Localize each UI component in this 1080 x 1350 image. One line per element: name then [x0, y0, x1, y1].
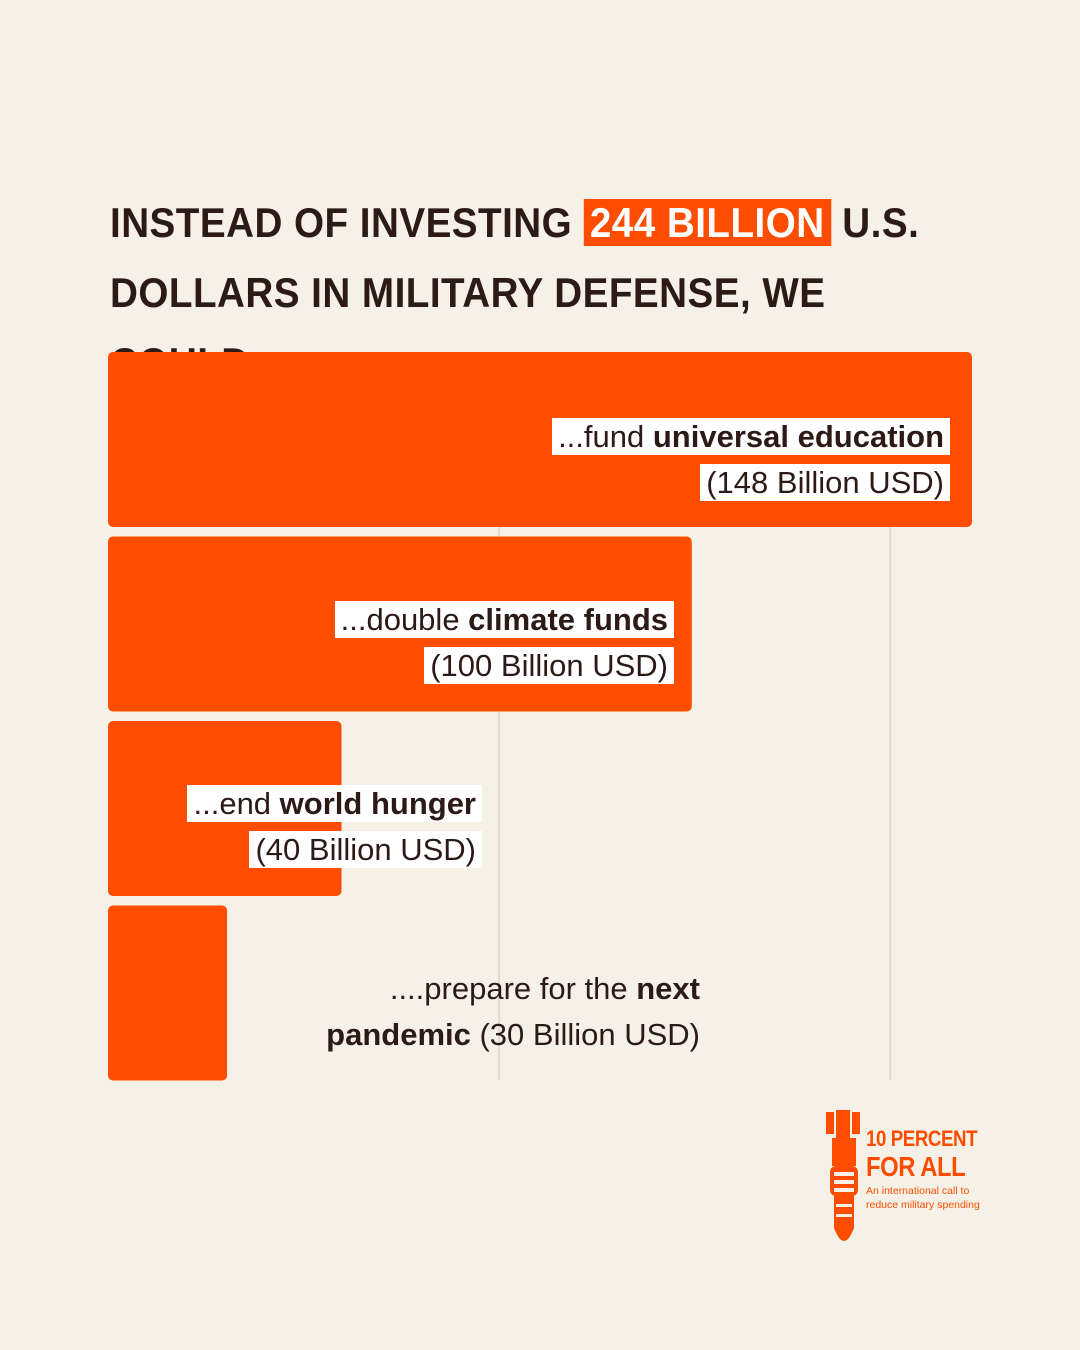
bar-label-pandemic: ....prepare for the next pandemic (30 Bi…	[240, 966, 706, 1058]
bar-label-education: ...fund universal education (148 Billion…	[420, 414, 950, 506]
bomb-fist-icon	[826, 1110, 860, 1241]
label-bold: universal education	[652, 419, 944, 454]
headline-before: INSTEAD OF INVESTING	[110, 199, 584, 246]
label-bold-line2: pandemic	[326, 1017, 471, 1052]
logo-line2: FOR ALL	[866, 1151, 966, 1182]
label-bold: climate funds	[468, 602, 668, 637]
label-amount: (148 Billion USD)	[700, 464, 950, 501]
bar-next-pandemic	[108, 905, 228, 1081]
logo-tagline: An international call to reduce military…	[866, 1185, 980, 1211]
label-bold: world hunger	[279, 786, 476, 821]
label-prefix: ...end	[193, 786, 280, 821]
label-amount: (40 Billion USD)	[249, 831, 482, 868]
label-prefix: ...double	[340, 602, 469, 637]
headline-highlight: 244 BILLION	[583, 199, 832, 246]
label-prefix: ....prepare for the	[389, 971, 637, 1006]
logo: 10 PERCENT FOR ALL An international call…	[822, 1108, 992, 1258]
label-amount: (100 Billion USD)	[424, 647, 674, 684]
logo-line1: 10 PERCENT	[866, 1126, 978, 1151]
label-prefix: ...fund	[558, 419, 653, 454]
bar-label-hunger: ...end world hunger (40 Billion USD)	[140, 781, 482, 873]
label-bold: next	[636, 971, 700, 1006]
bar-label-climate: ...double climate funds (100 Billion USD…	[200, 597, 674, 689]
label-amount: (30 Billion USD)	[470, 1017, 700, 1052]
